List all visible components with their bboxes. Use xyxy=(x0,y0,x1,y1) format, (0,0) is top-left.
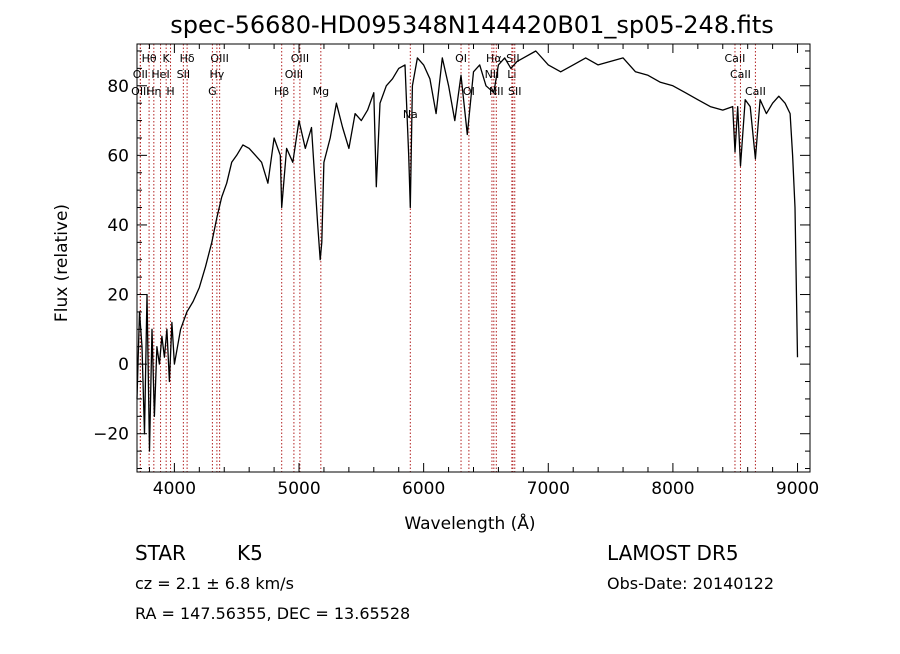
observation-date: Obs-Date: 20140122 xyxy=(607,574,774,593)
spectral-line-label: OI xyxy=(463,85,475,98)
spectral-line-label: OI xyxy=(455,52,467,65)
axis-ticks: 4000 5000 6000 7000 8000 9000 −20 0 20 40 60 80 xyxy=(93,44,819,499)
y-tick-label: −20 xyxy=(93,425,129,445)
spectral-line-label: SII xyxy=(508,85,521,98)
flux-series-line xyxy=(136,50,799,452)
series-layer xyxy=(136,50,799,452)
spectral-line-label: Hη xyxy=(146,85,161,98)
spectral-line-label: Hθ xyxy=(142,52,157,65)
spectral-line-label: H xyxy=(166,85,174,98)
y-tick-label: 60 xyxy=(107,146,129,166)
y-tick-label: 20 xyxy=(107,286,129,306)
plot-frame xyxy=(136,43,811,473)
x-tick-label: 6000 xyxy=(402,479,445,499)
spectral-line-label: OIII xyxy=(131,85,149,98)
spectral-line-label: Li xyxy=(507,68,516,81)
spectral-line-label: G xyxy=(208,85,217,98)
spectral-line-label: Mg xyxy=(313,85,329,98)
spectral-line-label: OIII xyxy=(291,52,309,65)
spectral-line-label: HeI xyxy=(151,68,169,81)
ra-dec: RA = 147.56355, DEC = 13.65528 xyxy=(135,604,410,623)
x-tick-label: 4000 xyxy=(153,479,196,499)
spectral-line-label: SII xyxy=(177,68,190,81)
x-tick-label: 5000 xyxy=(277,479,320,499)
spectral-line-label: CaII xyxy=(725,52,746,65)
spectral-line-label: OIII xyxy=(285,68,303,81)
y-tick-label: 40 xyxy=(107,216,129,236)
spectral-line-label: CaII xyxy=(745,85,766,98)
spectral-line-label: CaII xyxy=(730,68,751,81)
object-class: STAR xyxy=(135,541,186,565)
y-axis-label: Flux (relative) xyxy=(52,204,72,322)
spectral-line-label: Hα xyxy=(486,52,502,65)
y-tick-label: 0 xyxy=(118,355,129,375)
x-tick-label: 9000 xyxy=(776,479,819,499)
spectral-line-label: OIII xyxy=(210,52,228,65)
x-tick-label: 7000 xyxy=(527,479,570,499)
spectral-line-label: Hβ xyxy=(274,85,289,98)
chart-title: spec-56680-HD095348N144420B01_sp05-248.f… xyxy=(170,11,774,39)
y-tick-label: 80 xyxy=(107,77,129,97)
x-tick-label: 8000 xyxy=(651,479,694,499)
spectral-line-label: NII xyxy=(489,85,504,98)
spectral-line-label: K xyxy=(163,52,171,65)
object-subclass: K5 xyxy=(237,541,263,565)
spectral-line-label: Hδ xyxy=(180,52,195,65)
x-axis-label: Wavelength (Å) xyxy=(404,512,535,534)
spectral-line-label: Hγ xyxy=(209,68,224,81)
spectral-line-label: Na xyxy=(403,108,418,121)
survey-release: LAMOST DR5 xyxy=(607,541,739,565)
redshift-cz: cz = 2.1 ± 6.8 km/s xyxy=(135,574,294,593)
